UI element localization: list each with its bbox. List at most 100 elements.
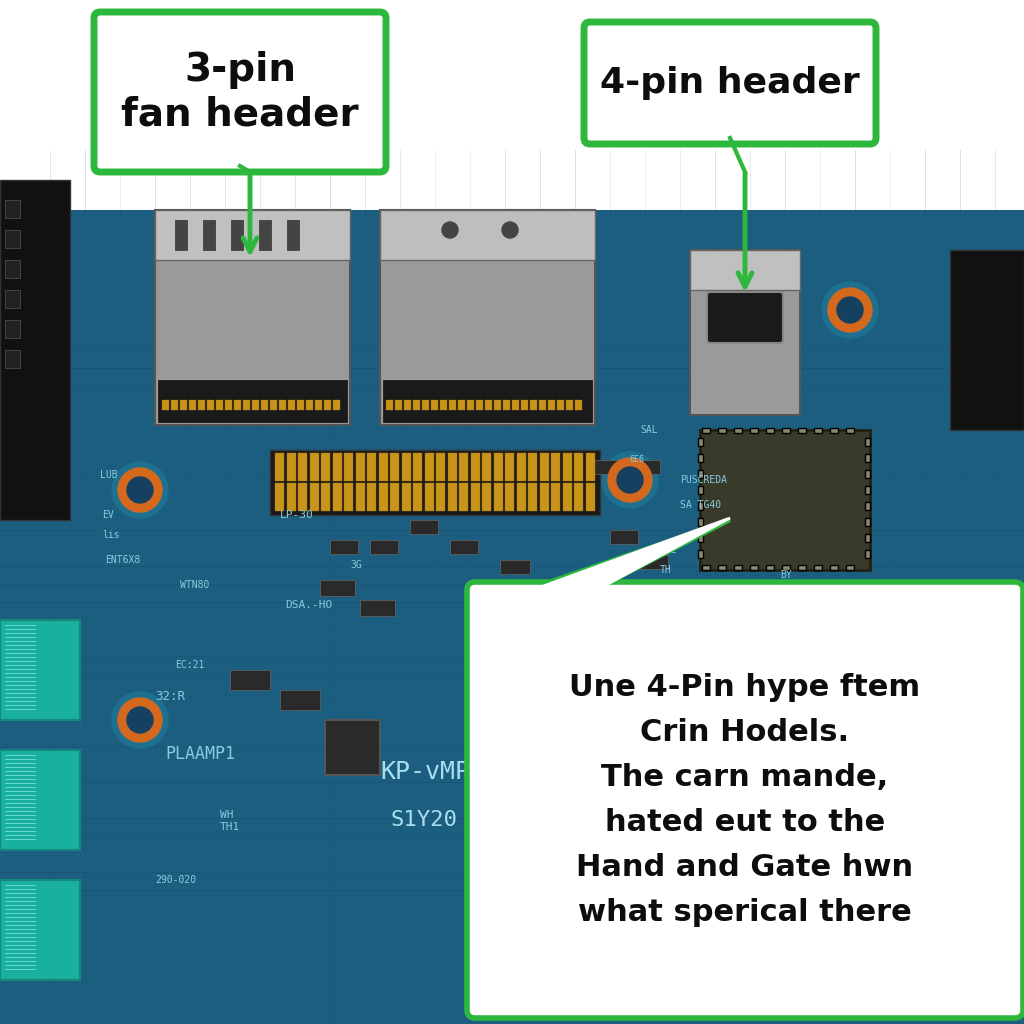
Text: 3G: 3G (350, 560, 361, 570)
Text: LP-30: LP-30 (280, 510, 313, 520)
FancyBboxPatch shape (846, 565, 854, 570)
FancyBboxPatch shape (447, 453, 457, 481)
FancyBboxPatch shape (798, 565, 806, 570)
FancyBboxPatch shape (261, 400, 268, 410)
Text: SAL: SAL (640, 425, 657, 435)
FancyBboxPatch shape (750, 565, 758, 570)
FancyBboxPatch shape (0, 150, 1024, 1024)
FancyBboxPatch shape (5, 230, 20, 248)
FancyBboxPatch shape (528, 483, 537, 511)
FancyBboxPatch shape (698, 454, 703, 462)
FancyBboxPatch shape (950, 250, 1024, 430)
FancyBboxPatch shape (0, 620, 80, 720)
Circle shape (112, 692, 168, 748)
FancyBboxPatch shape (798, 428, 806, 433)
FancyBboxPatch shape (702, 428, 710, 433)
Circle shape (837, 297, 863, 323)
FancyBboxPatch shape (355, 483, 365, 511)
Text: lis: lis (102, 530, 120, 540)
FancyBboxPatch shape (575, 400, 582, 410)
Text: 290-020: 290-020 (155, 874, 197, 885)
Text: Une 4-Pin hype ftem
Crin Hodels.
The carn mande,
hated eut to the
Hand and Gate : Une 4-Pin hype ftem Crin Hodels. The car… (569, 673, 921, 928)
FancyBboxPatch shape (431, 400, 438, 410)
FancyBboxPatch shape (814, 428, 822, 433)
FancyBboxPatch shape (505, 453, 514, 481)
FancyBboxPatch shape (0, 880, 80, 980)
FancyBboxPatch shape (521, 400, 528, 410)
FancyBboxPatch shape (734, 428, 742, 433)
Text: TH: TH (660, 565, 672, 575)
FancyBboxPatch shape (379, 483, 387, 511)
FancyBboxPatch shape (243, 400, 250, 410)
FancyBboxPatch shape (551, 483, 560, 511)
FancyBboxPatch shape (494, 400, 501, 410)
FancyBboxPatch shape (470, 483, 479, 511)
FancyBboxPatch shape (5, 260, 20, 278)
FancyBboxPatch shape (333, 453, 341, 481)
FancyBboxPatch shape (449, 400, 456, 410)
FancyBboxPatch shape (540, 453, 549, 481)
FancyBboxPatch shape (865, 534, 870, 542)
FancyBboxPatch shape (516, 483, 525, 511)
Circle shape (602, 452, 658, 508)
FancyBboxPatch shape (698, 518, 703, 526)
FancyBboxPatch shape (467, 582, 1023, 1018)
FancyBboxPatch shape (540, 580, 570, 594)
FancyBboxPatch shape (814, 565, 822, 570)
Polygon shape (527, 518, 730, 592)
FancyBboxPatch shape (404, 400, 411, 410)
FancyBboxPatch shape (0, 180, 70, 520)
FancyBboxPatch shape (370, 540, 398, 554)
FancyBboxPatch shape (574, 453, 583, 481)
FancyBboxPatch shape (586, 483, 595, 511)
FancyBboxPatch shape (171, 400, 178, 410)
FancyBboxPatch shape (234, 400, 241, 410)
FancyBboxPatch shape (252, 400, 259, 410)
FancyBboxPatch shape (298, 453, 307, 481)
FancyBboxPatch shape (562, 453, 571, 481)
FancyBboxPatch shape (482, 483, 490, 511)
FancyBboxPatch shape (390, 483, 399, 511)
Text: WTN80: WTN80 (180, 580, 209, 590)
FancyBboxPatch shape (698, 438, 703, 446)
FancyBboxPatch shape (440, 400, 447, 410)
FancyBboxPatch shape (189, 400, 196, 410)
FancyBboxPatch shape (395, 400, 402, 410)
FancyBboxPatch shape (333, 400, 340, 410)
FancyBboxPatch shape (830, 428, 838, 433)
FancyBboxPatch shape (355, 453, 365, 481)
FancyBboxPatch shape (450, 540, 478, 554)
FancyBboxPatch shape (175, 220, 187, 250)
FancyBboxPatch shape (700, 430, 870, 570)
FancyBboxPatch shape (436, 453, 445, 481)
FancyBboxPatch shape (698, 502, 703, 510)
FancyBboxPatch shape (630, 460, 660, 474)
Polygon shape (525, 520, 730, 590)
FancyBboxPatch shape (750, 428, 758, 433)
FancyBboxPatch shape (566, 400, 573, 410)
FancyBboxPatch shape (5, 319, 20, 338)
Circle shape (502, 222, 518, 238)
Circle shape (118, 468, 162, 512)
FancyBboxPatch shape (410, 520, 438, 534)
FancyBboxPatch shape (297, 400, 304, 410)
FancyBboxPatch shape (766, 565, 774, 570)
FancyBboxPatch shape (436, 483, 445, 511)
FancyBboxPatch shape (698, 486, 703, 494)
FancyBboxPatch shape (298, 483, 307, 511)
FancyBboxPatch shape (321, 453, 330, 481)
Circle shape (112, 462, 168, 518)
FancyBboxPatch shape (447, 483, 457, 511)
FancyBboxPatch shape (155, 210, 350, 260)
FancyBboxPatch shape (470, 453, 479, 481)
FancyBboxPatch shape (413, 400, 420, 410)
Text: PUSCREDA: PUSCREDA (680, 475, 727, 485)
FancyBboxPatch shape (485, 400, 492, 410)
FancyBboxPatch shape (401, 453, 411, 481)
Text: S1Y20: S1Y20 (390, 810, 457, 830)
FancyBboxPatch shape (309, 453, 318, 481)
Text: 32:R: 32:R (155, 690, 185, 703)
FancyBboxPatch shape (0, 0, 1024, 210)
FancyBboxPatch shape (698, 470, 703, 478)
FancyBboxPatch shape (309, 483, 318, 511)
